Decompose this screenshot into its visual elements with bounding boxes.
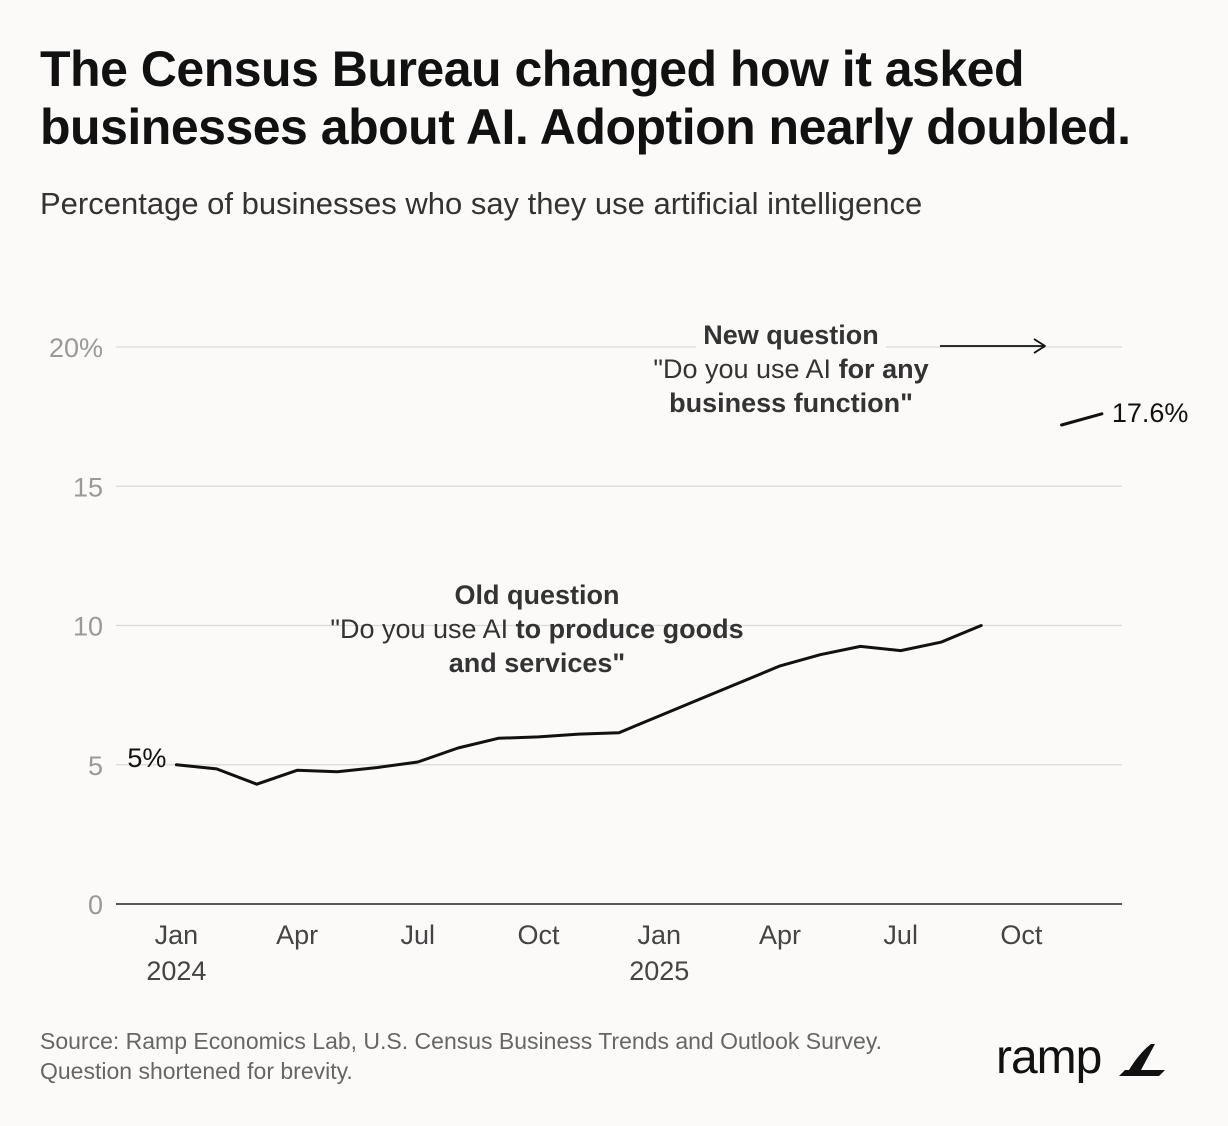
old-question-series-line [174,624,983,786]
brand-wordmark: ramp [996,1031,1102,1084]
new-question-annotation-line: business function" [669,388,913,418]
old-question-annotation-title: Old question [455,580,620,610]
x-tick-label: Apr [276,920,318,950]
x-tick-label: Oct [518,920,561,950]
annotation-text-segment: business function" [669,388,913,418]
chart-subtitle: Percentage of businesses who say they us… [40,186,923,221]
annotation-text-segment: "Do you use AI [330,614,515,644]
annotation-title-background [696,316,886,352]
x-tick-label: Apr [759,920,801,950]
chart-title-line-1: The Census Bureau changed how it asked [40,41,1025,97]
series-start-label: 5% [127,743,166,773]
x-tick-year-label: 2024 [146,956,206,986]
source-note-line-2: Question shortened for brevity. [40,1058,353,1084]
new-question-annotation-title: New question [703,320,879,350]
new-question-series-line [1060,412,1104,427]
annotation-text-segment: to produce goods [516,614,744,644]
annotation-arrow-head-icon [1033,338,1046,354]
x-tick-label: Jul [401,920,436,950]
y-tick-label: 5 [88,751,103,781]
series-end-label: 17.6% [1112,398,1189,428]
x-tick-label: Jan [155,920,199,950]
y-tick-label: 10 [73,612,103,642]
chart-title: The Census Bureau changed how it asked b… [40,40,1200,156]
brand-logo: ramp [996,1028,1167,1088]
old-question-annotation-line: and services" [449,648,625,678]
chart-title-line-2: businesses about AI. Adoption nearly dou… [40,99,1131,155]
y-tick-label: 20% [49,333,103,363]
x-tick-label: Jan [637,920,681,950]
x-tick-label: Jul [883,920,918,950]
x-tick-year-label: 2025 [629,956,689,986]
annotation-text-segment: and services" [449,648,625,678]
source-note: Source: Ramp Economics Lab, U.S. Census … [40,1026,882,1086]
source-note-line-1: Source: Ramp Economics Lab, U.S. Census … [40,1028,883,1054]
x-tick-label: Oct [1000,920,1043,950]
annotation-text-segment: for any [839,354,929,384]
ramp-leaf-icon [1119,1044,1166,1076]
old-question-annotation-line: "Do you use AI to produce goods [330,614,743,644]
y-tick-label: 15 [73,472,103,502]
y-tick-label: 0 [88,890,103,920]
new-question-annotation-line: "Do you use AI for any [653,354,928,384]
annotation-text-segment: "Do you use AI [653,354,838,384]
annotation-title-background [442,576,632,612]
